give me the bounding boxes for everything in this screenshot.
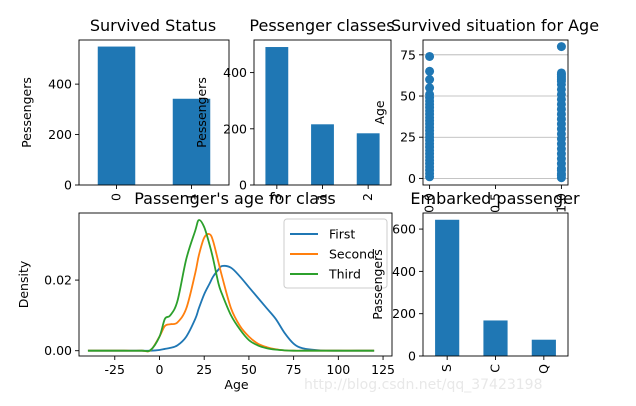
chart-title: Survived Status (90, 16, 216, 35)
scatter-point (425, 51, 435, 61)
y-tick-label: 400 (223, 65, 247, 80)
axes-frame (422, 39, 569, 186)
bar-0 (97, 46, 136, 186)
x-tick-label: 2 (360, 193, 375, 201)
x-tick-label: 125 (371, 362, 395, 377)
bar-chart-1: 0 200 400 3 1 2 Pessengers (194, 39, 392, 201)
y-tick-label: 200 (392, 306, 416, 321)
scatter-point (425, 83, 435, 93)
bar-chart-0: 0 200 400 0 1 Pessengers (19, 39, 230, 201)
bar-1 (172, 98, 211, 185)
x-tick-label: 75 (286, 362, 302, 377)
x-tick-label: 1 (315, 193, 330, 201)
x-tick-label: 1 (184, 193, 199, 201)
chart-title: Passenger's age for class (134, 189, 335, 208)
scatter-point (556, 68, 566, 78)
scatter-chart: 0 25 50 75 0.0 0.5 1.0 Age (372, 39, 569, 213)
y-tick-label: 0.02 (44, 273, 72, 288)
scatter-point (425, 66, 435, 76)
bar-C (483, 320, 508, 356)
y-tick-label: 400 (392, 264, 416, 279)
x-tick-label: 0 (109, 193, 124, 201)
x-tick-label: S (439, 364, 454, 372)
x-tick-label: 1.0 (553, 193, 568, 213)
chart-title: Embarked passenger (410, 189, 580, 208)
y-tick-label: 200 (223, 121, 247, 136)
y-axis-label: Density (16, 260, 31, 308)
x-tick-label: 0 (156, 362, 164, 377)
chart-title: Pessenger classes (249, 16, 394, 35)
y-axis-label: Pessengers (19, 77, 34, 148)
bar-2 (356, 133, 380, 185)
watermark: http://blog.csdn.net/qq_37423198 (304, 377, 543, 393)
y-axis-label: Age (372, 100, 387, 124)
x-tick-label: 50 (241, 362, 257, 377)
scatter-point (425, 75, 435, 85)
x-axis-label: Age (224, 377, 248, 392)
y-tick-label: 600 (392, 222, 416, 237)
scatter-point (556, 42, 566, 52)
y-tick-label: 0.00 (44, 343, 72, 358)
y-axis-label: Pessengers (194, 77, 209, 148)
legend-label: First (329, 227, 355, 242)
bar-Q (531, 339, 556, 356)
y-tick-label: 0 (408, 349, 416, 364)
axes-frame (78, 39, 230, 186)
y-tick-label: 0 (239, 178, 247, 193)
bar-S (435, 219, 460, 356)
y-axis-label: Passengers (370, 249, 385, 320)
scatter-point (425, 89, 435, 99)
axes-frame (78, 212, 393, 357)
x-tick-label: -25 (105, 362, 125, 377)
y-tick-label: 200 (48, 127, 72, 142)
x-tick-label: 25 (196, 362, 212, 377)
scatter-point (556, 170, 566, 180)
bar-chart-4: 0 200 400 600 S C Q Passengers (370, 212, 569, 374)
y-tick-label: 0 (408, 171, 416, 186)
y-tick-label: 75 (400, 47, 416, 62)
legend-label: Second (329, 247, 375, 262)
x-tick-label: 0.5 (488, 193, 503, 213)
y-tick-label: 50 (400, 89, 416, 104)
legend-label: Third (328, 267, 361, 282)
density-chart: 0.00 0.02 -25 0 25 50 75 100 125 Age Density First S… (16, 212, 395, 392)
x-tick-label: 3 (269, 193, 284, 201)
bar-1 (311, 124, 334, 185)
bar-3 (265, 47, 289, 185)
x-tick-label: Q (536, 364, 551, 374)
series-line-third (87, 219, 375, 353)
y-tick-label: 0 (64, 178, 72, 193)
legend-box (283, 218, 388, 289)
x-tick-label: 0.0 (422, 193, 437, 213)
x-tick-label: 100 (326, 362, 350, 377)
titles-layer: Survived Status Pessenger classesSurvived… (90, 16, 599, 208)
x-tick-label: C (488, 364, 503, 373)
y-tick-label: 25 (400, 130, 416, 145)
y-tick-label: 400 (48, 77, 72, 92)
legend: First Second Third (283, 218, 388, 289)
chart-title: Survived situation for Age (391, 16, 599, 35)
